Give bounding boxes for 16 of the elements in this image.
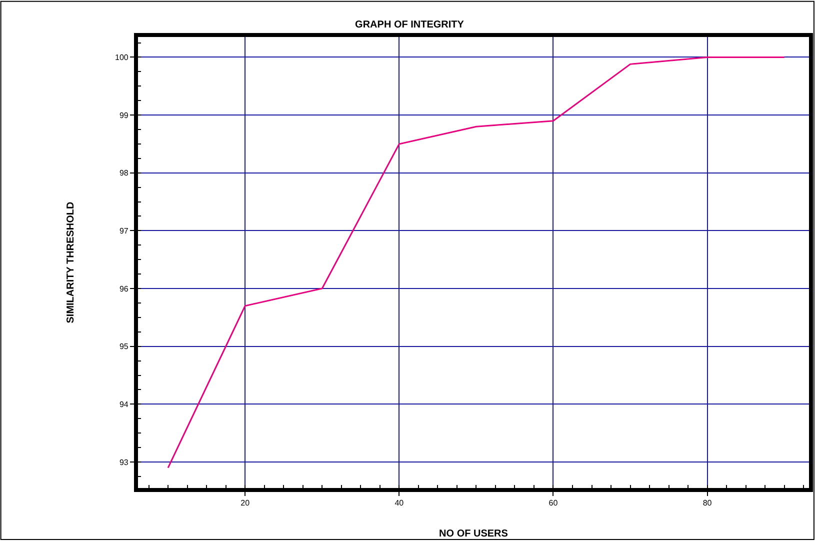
y-tick-label: 96 <box>119 284 129 294</box>
y-tick-label: 100 <box>115 53 129 62</box>
x-tick-label: 20 <box>240 498 250 508</box>
x-tick-label: 40 <box>394 498 404 508</box>
x-tick-label: 80 <box>702 498 712 508</box>
y-tick-label: 99 <box>119 110 129 120</box>
chart-title: GRAPH OF INTEGRITY <box>355 20 464 30</box>
y-tick-label: 98 <box>119 168 129 178</box>
y-tick-label: 95 <box>119 342 129 352</box>
y-axis-title: SIMILARITY THRESHOLD <box>66 202 77 324</box>
x-axis-title: NO OF USERS <box>439 528 508 540</box>
y-tick-label: 97 <box>119 226 129 236</box>
y-tick-label: 94 <box>119 400 129 409</box>
y-tick-label: 93 <box>119 458 129 467</box>
x-tick-label: 60 <box>548 498 558 508</box>
line-series <box>167 56 786 469</box>
